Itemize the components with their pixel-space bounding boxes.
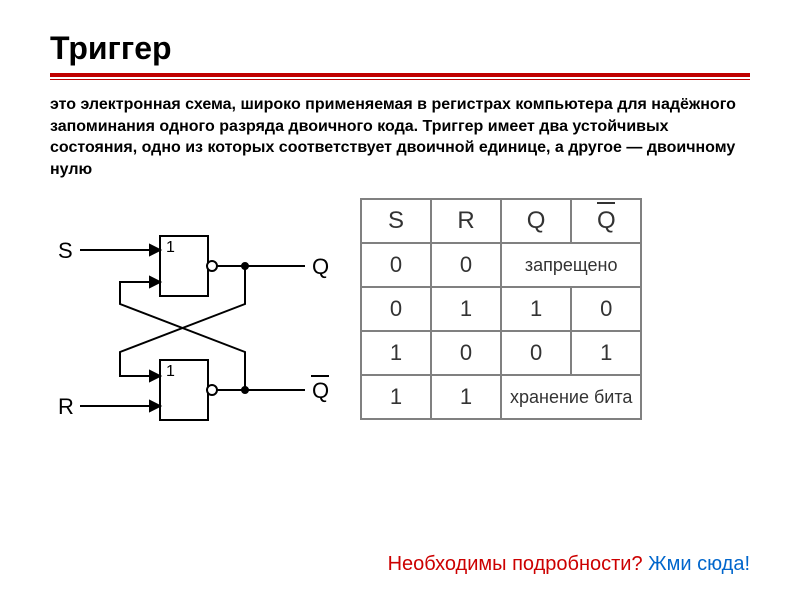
cell-r: 0 [431, 243, 501, 287]
cta-link[interactable]: Жми сюда! [648, 553, 750, 575]
header-r: R [431, 199, 501, 243]
cta-prefix: Необходимы подробности? [388, 553, 649, 575]
cell-qbar: 1 [571, 331, 641, 375]
cell-s: 1 [361, 375, 431, 419]
truth-table: S R Q Q 0 0 запрещено 0 1 1 0 1 [360, 198, 642, 420]
slide: Триггер это электронная схема, широко пр… [0, 0, 800, 600]
table-row: 0 1 1 0 [361, 287, 641, 331]
cell-s: 0 [361, 243, 431, 287]
cta-line: Необходимы подробности? Жми сюда! [388, 553, 750, 576]
table-row: 1 0 0 1 [361, 331, 641, 375]
table-row: 0 0 запрещено [361, 243, 641, 287]
trigger-circuit-diagram: 1 1 S R Q Q [50, 218, 340, 438]
content-row: 1 1 S R Q Q S R Q Q 0 0 запрещено [50, 198, 750, 438]
gate-label-top: 1 [166, 239, 175, 256]
cell-q: 0 [501, 331, 571, 375]
gate-label-bottom: 1 [166, 363, 175, 380]
table-row: 1 1 хранение бита [361, 375, 641, 419]
table-header-row: S R Q Q [361, 199, 641, 243]
slide-title: Триггер [50, 30, 750, 67]
title-rule-thin [50, 79, 750, 80]
input-s-label: S [58, 238, 73, 263]
cell-q: 1 [501, 287, 571, 331]
cell-qbar: 0 [571, 287, 641, 331]
output-qbar-label: Q [312, 378, 329, 403]
cell-note-forbidden: запрещено [501, 243, 641, 287]
header-qbar: Q [571, 199, 641, 243]
output-q-label: Q [312, 254, 329, 279]
cell-s: 1 [361, 331, 431, 375]
cell-r: 0 [431, 331, 501, 375]
cell-note-store: хранение бита [501, 375, 641, 419]
description-text: это электронная схема, широко применяема… [50, 94, 750, 180]
header-s: S [361, 199, 431, 243]
cell-r: 1 [431, 287, 501, 331]
cell-s: 0 [361, 287, 431, 331]
header-q: Q [501, 199, 571, 243]
overline-icon [597, 202, 615, 204]
input-r-label: R [58, 394, 74, 419]
title-rule-thick [50, 73, 750, 77]
cell-r: 1 [431, 375, 501, 419]
header-qbar-text: Q [597, 207, 616, 234]
